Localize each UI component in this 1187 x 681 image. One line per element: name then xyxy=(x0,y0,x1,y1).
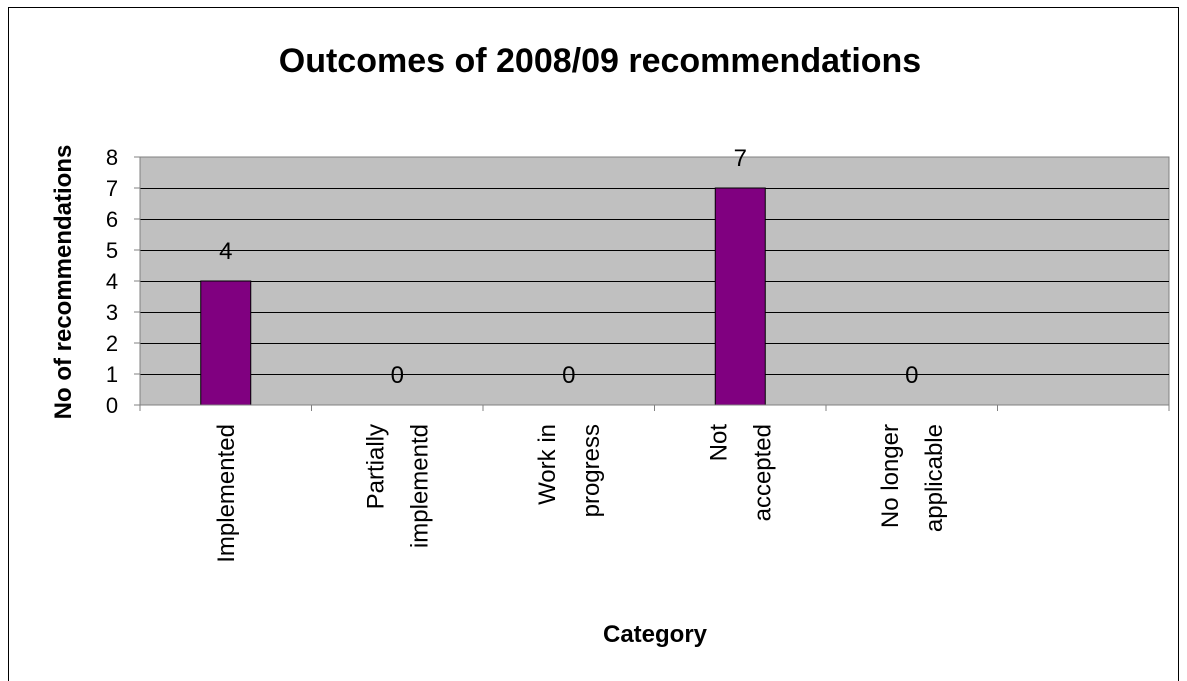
data-label: 0 xyxy=(391,362,404,389)
gridlines xyxy=(140,188,1169,375)
x-category-label: Implemented xyxy=(213,424,240,563)
x-category-label: implementd xyxy=(406,424,433,548)
x-axis xyxy=(139,404,1170,411)
y-tick-label: 0 xyxy=(106,393,118,418)
y-tick-labels: 0 1 2 3 4 5 6 7 8 xyxy=(106,145,118,418)
x-category-label: Partially xyxy=(362,424,389,509)
y-axis xyxy=(134,156,141,406)
y-tick-label: 1 xyxy=(106,362,118,387)
data-label: 0 xyxy=(905,362,918,389)
x-category-label: No longer xyxy=(877,424,904,528)
bar xyxy=(200,280,252,406)
x-category-labels: Implemented Partially implementd Work in pro… xyxy=(213,424,948,563)
y-axis-title: No of recommendations xyxy=(50,145,77,420)
x-category-label: Not xyxy=(705,424,732,462)
chart-title: Outcomes of 2008/09 recommendations xyxy=(279,42,921,80)
y-tick-label: 8 xyxy=(106,145,118,170)
x-category-label: applicable xyxy=(921,424,948,532)
bars xyxy=(200,187,766,406)
data-label: 4 xyxy=(219,238,232,265)
x-category-label: Work in xyxy=(534,424,561,505)
y-tick-label: 3 xyxy=(106,300,118,325)
data-label: 0 xyxy=(562,362,575,389)
x-category-label: accepted xyxy=(749,424,776,521)
data-label: 7 xyxy=(734,145,747,172)
y-tick-label: 2 xyxy=(106,331,118,356)
x-category-label: progress xyxy=(578,424,605,517)
y-tick-label: 4 xyxy=(106,269,118,294)
data-labels: 4 0 0 7 0 xyxy=(219,145,918,389)
y-tick-label: 6 xyxy=(106,207,118,232)
bar xyxy=(714,187,766,406)
y-tick-label: 7 xyxy=(106,176,118,201)
y-tick-label: 5 xyxy=(106,238,118,263)
x-axis-title: Category xyxy=(603,621,708,648)
